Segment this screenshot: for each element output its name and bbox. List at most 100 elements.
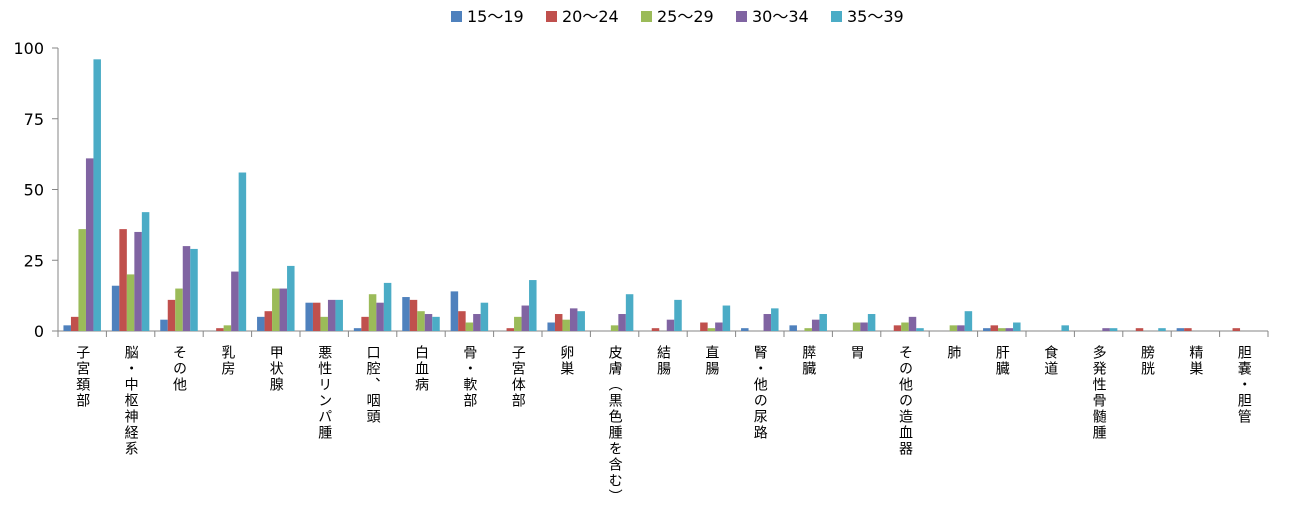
category-label: 腎・他の尿路 bbox=[752, 345, 768, 441]
bar bbox=[305, 302, 313, 331]
bar bbox=[763, 314, 772, 331]
bar bbox=[190, 248, 198, 331]
bar bbox=[272, 288, 280, 331]
bar bbox=[852, 322, 861, 331]
bar bbox=[1013, 322, 1021, 331]
bar bbox=[402, 297, 410, 331]
bar bbox=[424, 314, 433, 331]
bar bbox=[368, 294, 377, 331]
category-label: 子宮体部 bbox=[510, 345, 526, 409]
bar bbox=[957, 325, 965, 331]
y-tick-label: 0 bbox=[34, 322, 44, 341]
bar bbox=[1184, 328, 1192, 331]
bar bbox=[949, 325, 958, 331]
bar bbox=[119, 229, 127, 331]
legend-label: 20〜24 bbox=[562, 7, 619, 26]
bar bbox=[577, 311, 585, 331]
bar bbox=[1109, 328, 1118, 331]
bar bbox=[383, 282, 392, 331]
bar bbox=[78, 229, 86, 331]
bar bbox=[353, 328, 362, 331]
category-label: 胆嚢・胆管 bbox=[1236, 345, 1252, 425]
category-label: 卵巣 bbox=[558, 345, 574, 377]
category-label: 食道 bbox=[1042, 344, 1058, 377]
category-labels: 子宮頚部 脳・中枢神経系 その他 乳房 甲状腺 悪性リンパ腫 口腔、咽頭 白血病 骨・軟部 子宮体… bbox=[57, 331, 1269, 505]
bar bbox=[134, 231, 142, 331]
bar bbox=[238, 172, 247, 331]
bar bbox=[1158, 328, 1166, 331]
category-label: 悪性リンパ腫 bbox=[316, 345, 332, 441]
category-label: その他の造血器 bbox=[897, 345, 913, 457]
bar bbox=[860, 322, 868, 331]
bar bbox=[789, 325, 797, 331]
bar bbox=[223, 325, 232, 331]
legend-label: 30〜34 bbox=[752, 7, 809, 26]
category-label: 皮膚（黒色腫を含む） bbox=[607, 345, 623, 505]
bar bbox=[175, 288, 183, 331]
bar bbox=[480, 302, 489, 331]
category-label: 甲状腺 bbox=[268, 345, 284, 393]
bar bbox=[916, 328, 924, 331]
bar bbox=[458, 311, 466, 331]
bar bbox=[312, 302, 321, 331]
bar bbox=[361, 316, 369, 331]
category-label: 肺 bbox=[945, 345, 961, 361]
legend-swatch bbox=[641, 11, 652, 22]
bar bbox=[1102, 328, 1110, 331]
bar bbox=[983, 328, 991, 331]
bar bbox=[514, 316, 522, 331]
bar bbox=[651, 328, 660, 331]
legend: 15〜19 20〜24 25〜29 30〜34 35〜39 bbox=[451, 7, 904, 26]
bars bbox=[63, 59, 1241, 331]
y-tick-label: 100 bbox=[13, 39, 44, 58]
bar bbox=[126, 274, 135, 331]
bar bbox=[569, 308, 578, 331]
bar bbox=[417, 311, 425, 331]
category-label: 口腔、咽頭 bbox=[365, 345, 381, 425]
bar bbox=[327, 299, 336, 331]
category-label: 肝臓 bbox=[994, 345, 1010, 377]
category-label: 子宮頚部 bbox=[74, 345, 90, 409]
bar bbox=[964, 311, 973, 331]
category-label: 乳房 bbox=[219, 345, 235, 377]
bar bbox=[287, 265, 295, 331]
legend-label: 15〜19 bbox=[467, 7, 524, 26]
legend-swatch bbox=[546, 11, 557, 22]
bar bbox=[160, 319, 168, 331]
bar bbox=[901, 322, 909, 331]
bar bbox=[554, 314, 563, 331]
bar bbox=[547, 322, 555, 331]
legend-swatch bbox=[451, 11, 462, 22]
category-label: 白血病 bbox=[413, 345, 429, 393]
bar bbox=[867, 314, 876, 331]
bar bbox=[93, 59, 101, 331]
bar bbox=[715, 322, 723, 331]
bar bbox=[722, 305, 731, 331]
bar bbox=[279, 288, 288, 331]
bar bbox=[521, 305, 530, 331]
category-label: 骨・軟部 bbox=[461, 345, 477, 409]
bar bbox=[707, 328, 716, 331]
category-label: 脳・中枢神経系 bbox=[123, 345, 139, 457]
bar bbox=[432, 316, 440, 331]
bar bbox=[257, 316, 265, 331]
bar bbox=[111, 285, 120, 331]
category-label: その他 bbox=[171, 345, 187, 393]
category-label: 直腸 bbox=[703, 344, 719, 377]
bar bbox=[893, 325, 902, 331]
bar bbox=[990, 325, 999, 331]
bar bbox=[804, 328, 812, 331]
y-tick-label: 25 bbox=[24, 251, 44, 270]
bar bbox=[182, 246, 191, 331]
bar bbox=[1061, 325, 1069, 331]
bar bbox=[216, 328, 224, 331]
bar bbox=[70, 316, 79, 331]
bar bbox=[465, 322, 474, 331]
bar bbox=[376, 302, 384, 331]
bar bbox=[1135, 328, 1144, 331]
bar bbox=[700, 322, 708, 331]
bar bbox=[562, 319, 570, 331]
bar bbox=[1232, 328, 1241, 331]
category-label: 胃 bbox=[849, 345, 865, 361]
